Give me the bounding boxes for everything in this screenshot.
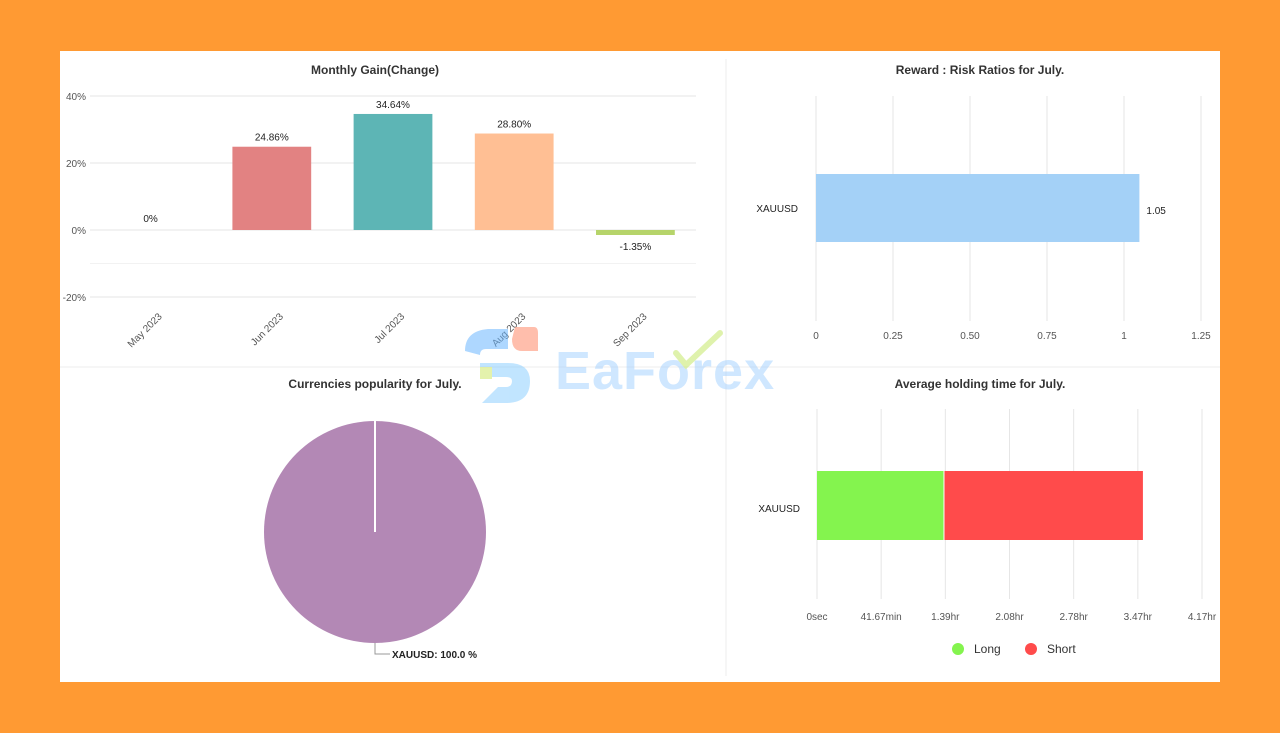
legend-long-dot	[952, 643, 964, 655]
legend-short-dot	[1025, 643, 1037, 655]
monthly-gain-value-label: 34.64%	[376, 100, 410, 111]
watermark-text: EaForex	[555, 341, 775, 401]
legend-long-label: Long	[974, 642, 1001, 656]
reward-risk-xtick-label: 0.25	[883, 331, 903, 342]
dashboard-svg: Monthly Gain(Change) 40% 20% 0% -20% 0% 24.8…	[60, 59, 1220, 676]
legend-item-short[interactable]: Short	[1025, 642, 1076, 656]
pie-slice-label: XAUUSD: 100.0 %	[392, 650, 477, 661]
monthly-gain-bar	[474, 133, 554, 230]
monthly-gain-ytick-label: -20%	[63, 293, 86, 304]
avg-holding-xtick-label: 41.67min	[861, 612, 902, 623]
monthly-gain-bar	[596, 230, 675, 235]
avg-holding-title: Average holding time for July.	[895, 377, 1066, 391]
monthly-gain-yticks: 40% 20% 0% -20%	[63, 92, 86, 304]
legend-short-label: Short	[1047, 642, 1076, 656]
avg-holding-xticks: 0sec 41.67min 1.39hr 2.08hr 2.78hr 3.47hr 4.17…	[806, 612, 1216, 623]
monthly-gain-xtick-label: Jun 2023	[249, 311, 286, 348]
monthly-gain-bar	[353, 113, 433, 230]
reward-risk-xtick-label: 1	[1121, 331, 1127, 342]
pie-label-connector	[374, 643, 390, 655]
monthly-gain-chart: Monthly Gain(Change) 40% 20% 0% -20% 0% 24.8…	[63, 63, 696, 350]
reward-risk-xtick-label: 0	[813, 331, 819, 342]
watermark-logo-icon	[465, 327, 538, 403]
holding-bar-short	[944, 471, 1143, 540]
monthly-gain-value-labels: 0% 24.86% 34.64% 28.80% -1.35%	[143, 100, 651, 253]
watermark-check-icon	[673, 330, 723, 370]
holding-bar-long	[817, 471, 944, 540]
monthly-gain-value-label: 0%	[143, 214, 158, 225]
reward-risk-category-label: XAUUSD	[756, 204, 798, 215]
reward-risk-chart: Reward : Risk Ratios for July. 0 0.25 0.50…	[756, 63, 1211, 342]
monthly-gain-value-label: 24.86%	[255, 133, 289, 144]
avg-holding-xtick-label: 0sec	[806, 612, 827, 623]
eaforex-watermark: EaForex	[465, 327, 775, 403]
monthly-gain-ytick-label: 0%	[72, 226, 87, 237]
reward-risk-xticks: 0 0.25 0.50 0.75 1 1.25	[813, 331, 1211, 342]
monthly-gain-xtick-label: May 2023	[126, 311, 165, 350]
monthly-gain-bars	[232, 113, 675, 235]
monthly-gain-bar	[232, 146, 312, 230]
reward-risk-value-label: 1.05	[1146, 206, 1166, 217]
avg-holding-xtick-label: 3.47hr	[1124, 612, 1153, 623]
monthly-gain-value-label: -1.35%	[620, 242, 652, 253]
dashboard-panel: Monthly Gain(Change) 40% 20% 0% -20% 0% 24.8…	[60, 51, 1220, 682]
reward-risk-xtick-label: 0.75	[1037, 331, 1057, 342]
monthly-gain-ytick-label: 40%	[66, 92, 86, 103]
monthly-gain-value-label: 28.80%	[497, 120, 531, 131]
reward-risk-bar	[816, 174, 1140, 242]
monthly-gain-ytick-label: 20%	[66, 159, 86, 170]
avg-holding-xtick-label: 2.78hr	[1059, 612, 1088, 623]
avg-holding-xtick-label: 4.17hr	[1188, 612, 1217, 623]
legend-item-long[interactable]: Long	[952, 642, 1001, 656]
avg-holding-xtick-label: 1.39hr	[931, 612, 960, 623]
monthly-gain-xtick-label: Jul 2023	[373, 311, 408, 346]
avg-holding-xtick-label: 2.08hr	[995, 612, 1024, 623]
reward-risk-title: Reward : Risk Ratios for July.	[896, 63, 1065, 77]
reward-risk-xtick-label: 1.25	[1191, 331, 1211, 342]
currencies-pie-title: Currencies popularity for July.	[288, 377, 461, 391]
avg-holding-category-label: XAUUSD	[758, 504, 800, 515]
currencies-pie-chart: Currencies popularity for July. XAUUSD: …	[264, 377, 486, 661]
reward-risk-xtick-label: 0.50	[960, 331, 980, 342]
monthly-gain-title: Monthly Gain(Change)	[311, 63, 439, 77]
holding-legend: Long Short	[952, 642, 1076, 656]
avg-holding-chart: Average holding time for July. 0sec 41.67…	[758, 377, 1217, 656]
